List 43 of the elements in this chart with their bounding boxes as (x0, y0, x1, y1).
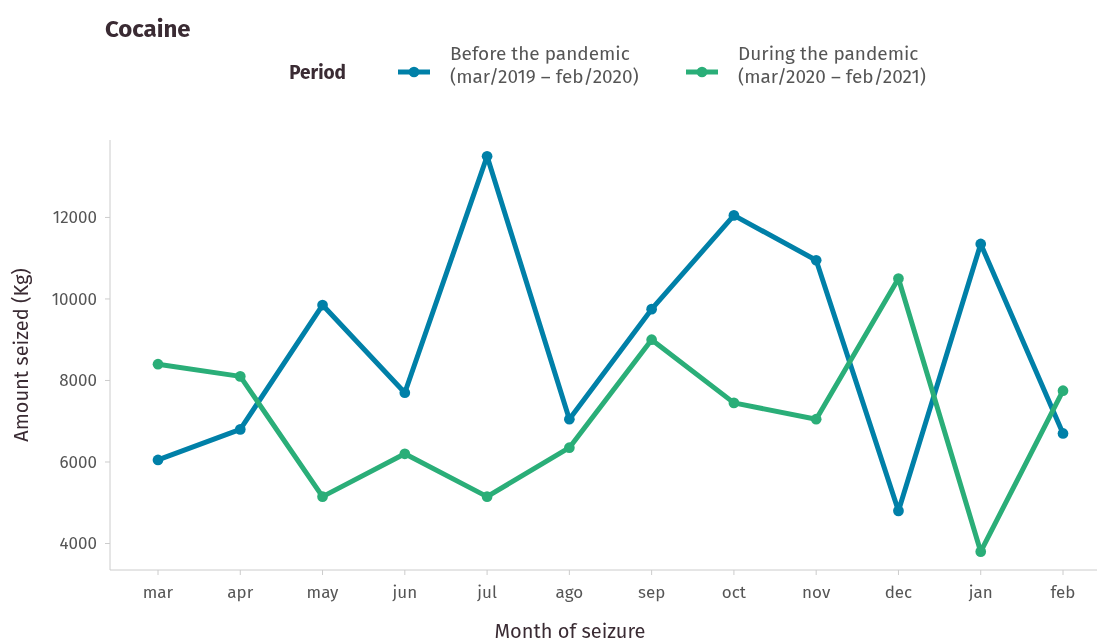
x-tick-label: jun (391, 582, 418, 603)
x-tick-label: sep (637, 582, 666, 603)
point (975, 546, 987, 557)
point (399, 387, 411, 399)
point (728, 397, 740, 409)
point (893, 273, 904, 284)
point (1057, 385, 1069, 396)
point (317, 299, 328, 311)
x-tick-label: mar (142, 582, 174, 603)
point (234, 371, 246, 382)
point (152, 454, 164, 466)
y-tick-label: 4000 (59, 533, 97, 555)
point (646, 303, 657, 315)
point (810, 413, 822, 425)
x-tick-label: ago (555, 582, 584, 603)
y-axis-title: Amount seized (Kg) (9, 268, 33, 442)
x-tick-label: jul (476, 582, 497, 603)
point (728, 210, 740, 221)
x-tick-label: feb (1050, 582, 1076, 603)
x-tick-label: oct (721, 582, 747, 603)
legend-label: Before the pandemic (mar/2019 – feb/2020) (450, 42, 639, 88)
chart-title: Cocaine (105, 15, 191, 43)
x-tick-label: dec (884, 582, 913, 603)
y-tick-label: 10000 (51, 288, 97, 310)
x-tick-label: jan (967, 582, 993, 603)
legend-title: Period (289, 61, 346, 84)
point (646, 334, 657, 346)
point (564, 442, 575, 454)
y-tick-label: 12000 (52, 207, 97, 229)
x-tick-label: may (306, 582, 340, 603)
x-tick-label: nov (802, 582, 831, 603)
x-axis-title: Month of seizure (494, 619, 646, 641)
y-tick-label: 6000 (59, 451, 97, 473)
x-tick-label: apr (227, 582, 254, 603)
point (399, 448, 411, 460)
point (1057, 428, 1069, 439)
y-tick-label: 8000 (59, 370, 97, 392)
point (317, 491, 328, 502)
point (481, 491, 493, 502)
point (810, 254, 822, 266)
point (152, 358, 164, 370)
legend-label: During the pandemic (mar/2020 – feb/2021) (738, 42, 926, 88)
point (234, 424, 246, 435)
